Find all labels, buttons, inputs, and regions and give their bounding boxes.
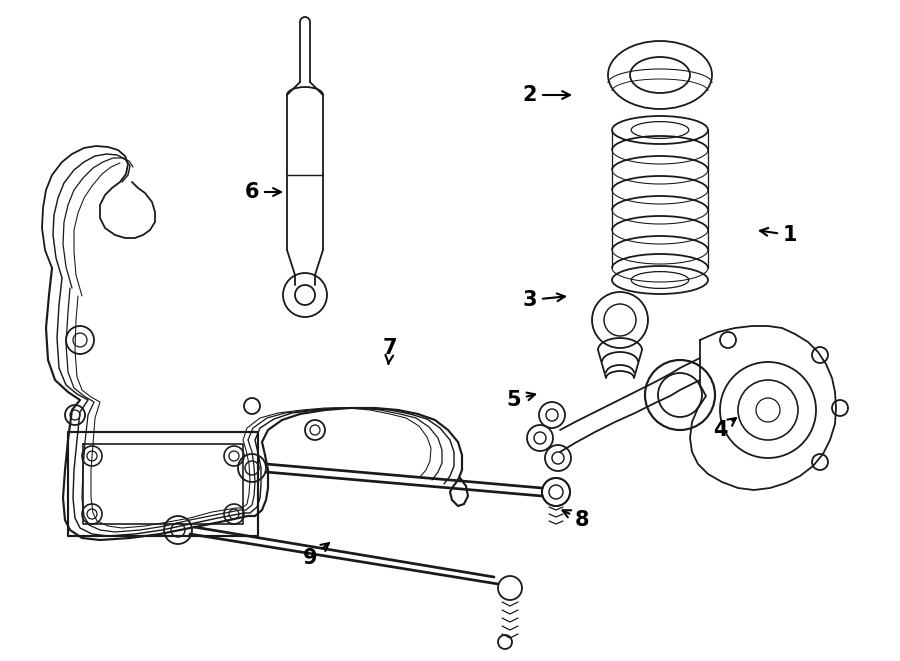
Text: 6: 6 (245, 182, 281, 202)
Text: 3: 3 (523, 290, 565, 310)
Text: 8: 8 (562, 510, 590, 530)
Text: 9: 9 (302, 543, 329, 568)
Text: 1: 1 (760, 225, 797, 245)
Text: 2: 2 (523, 85, 570, 105)
Text: 5: 5 (507, 390, 536, 410)
Text: 4: 4 (713, 418, 736, 440)
Text: 7: 7 (382, 338, 397, 364)
